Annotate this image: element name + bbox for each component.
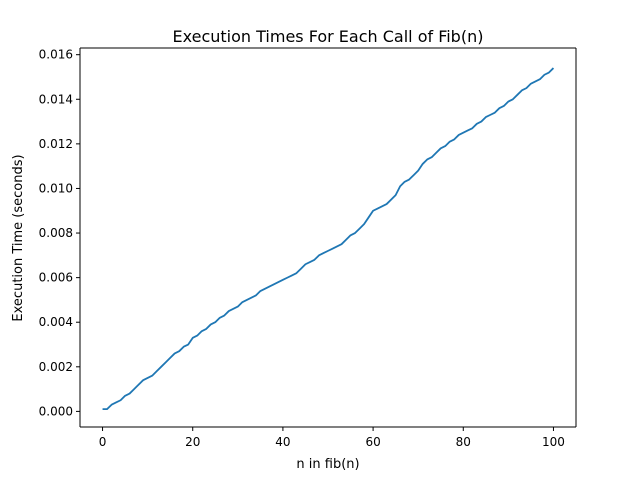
y-tick-label: 0.004 [39,315,73,329]
ticks-layer: 0 20 40 60 80 100 0.000 0.002 0.004 0.006 0.008 0.0… [39,48,565,449]
y-tick-label: 0.012 [39,137,73,151]
series-layer [102,67,555,411]
y-tick-label: 0.014 [39,92,73,106]
y-tick-label: 0.006 [39,271,73,285]
x-tick-label: 80 [456,435,471,449]
y-tick-label: 0.008 [39,226,73,240]
series-line [102,67,555,411]
y-tick-label: 0.000 [39,404,73,418]
chart-title: Execution Times For Each Call of Fib(n) [173,27,484,46]
y-tick-label: 0.016 [39,48,73,62]
x-tick-label: 20 [185,435,200,449]
x-axis-label: n in fib(n) [296,457,359,472]
x-tick-label: 60 [365,435,380,449]
y-tick-label: 0.010 [39,181,73,195]
plot-area [80,48,576,427]
x-tick-label: 100 [542,435,565,449]
y-tick-label: 0.002 [39,360,73,374]
x-tick-label: 0 [99,435,107,449]
y-axis-label: Execution Time (seconds) [11,154,26,321]
x-tick-label: 40 [275,435,290,449]
